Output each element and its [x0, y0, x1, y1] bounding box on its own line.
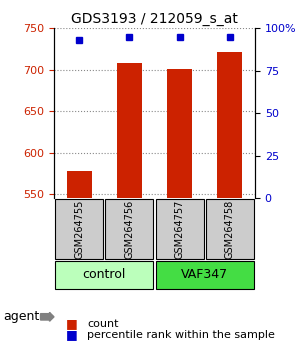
FancyBboxPatch shape	[206, 199, 254, 259]
Text: GSM264757: GSM264757	[175, 199, 184, 259]
FancyBboxPatch shape	[55, 199, 103, 259]
FancyBboxPatch shape	[155, 199, 204, 259]
FancyBboxPatch shape	[105, 199, 154, 259]
Text: ■: ■	[66, 318, 78, 330]
Text: control: control	[82, 268, 126, 281]
Text: GSM264756: GSM264756	[124, 199, 134, 259]
Bar	[217, 52, 242, 199]
Text: ■: ■	[66, 328, 78, 341]
Text: agent: agent	[3, 310, 39, 323]
Text: percentile rank within the sample: percentile rank within the sample	[87, 330, 275, 339]
FancyBboxPatch shape	[155, 261, 254, 289]
Bar	[67, 171, 92, 199]
FancyBboxPatch shape	[55, 261, 154, 289]
Bar	[117, 63, 142, 199]
Text: count: count	[87, 319, 119, 329]
Text: VAF347: VAF347	[181, 268, 228, 281]
Title: GDS3193 / 212059_s_at: GDS3193 / 212059_s_at	[71, 12, 238, 26]
Text: GSM264755: GSM264755	[74, 199, 84, 259]
Text: GSM264758: GSM264758	[225, 199, 235, 259]
Bar	[167, 69, 192, 199]
